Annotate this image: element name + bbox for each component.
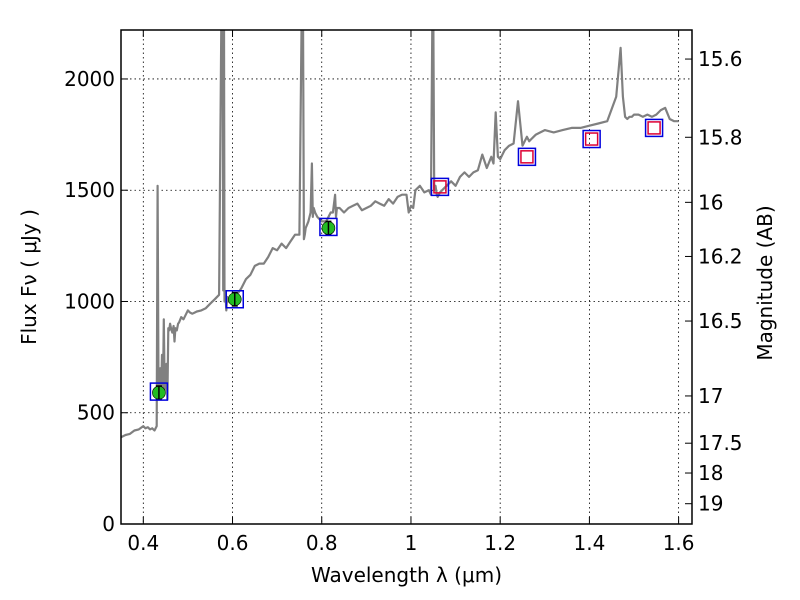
plot-frame: [120, 29, 693, 525]
y-tick-label: 500: [77, 401, 115, 425]
x-tick-label: 0.8: [306, 531, 338, 555]
model-square: [225, 290, 245, 309]
y2-tick-label: 16: [698, 190, 723, 214]
y2-axis-label: Magnitude (AB): [753, 205, 777, 360]
model-square: [319, 217, 338, 237]
y-axis-label: Flux Fν ( μJy ): [17, 209, 41, 345]
y2-tick-label: 18: [698, 461, 723, 485]
model-square-inner: [433, 180, 447, 194]
model-square: [582, 129, 601, 149]
y-tick-label: 0: [102, 512, 115, 536]
axis-ticks: 0.4 0.6 0.8 1 1.2 1.4 1.6 0 500 1000 1500 2000 15.6 1…: [64, 30, 743, 555]
y2-tick-label: 16.5: [698, 309, 743, 333]
model-square-inner: [520, 150, 534, 164]
model-square: [149, 382, 169, 401]
x-axis-label: Wavelength λ (μm): [311, 563, 502, 587]
y2-tick-label: 16.2: [698, 244, 743, 268]
model-square-inner: [584, 132, 599, 146]
y2-tick-label: 19: [698, 492, 723, 516]
y2-tick-label: 17: [698, 384, 723, 408]
x-tick-label: 0.6: [217, 531, 249, 555]
x-tick-label: 1.6: [663, 531, 695, 555]
x-tick-label: 0.4: [127, 531, 159, 555]
grid: [121, 30, 692, 525]
y2-tick-label: 17.5: [698, 431, 743, 455]
y-tick-label: 1500: [64, 178, 115, 202]
model-square: [517, 147, 537, 167]
spectrum-series: [121, 30, 679, 439]
model-square-inner: [647, 121, 661, 135]
x-tick-label: 1: [405, 531, 418, 555]
x-tick-label: 1.2: [484, 531, 516, 555]
x-tick-label: 1.4: [573, 531, 605, 555]
y-tick-label: 2000: [64, 67, 115, 91]
y-tick-label: 1000: [64, 289, 115, 313]
model-square: [430, 177, 450, 197]
y2-tick-label: 15.6: [698, 47, 743, 71]
photometry-points: [149, 118, 664, 401]
model-square: [644, 118, 664, 138]
y2-tick-label: 15.8: [698, 125, 743, 149]
spectrum-line: [121, 30, 679, 439]
